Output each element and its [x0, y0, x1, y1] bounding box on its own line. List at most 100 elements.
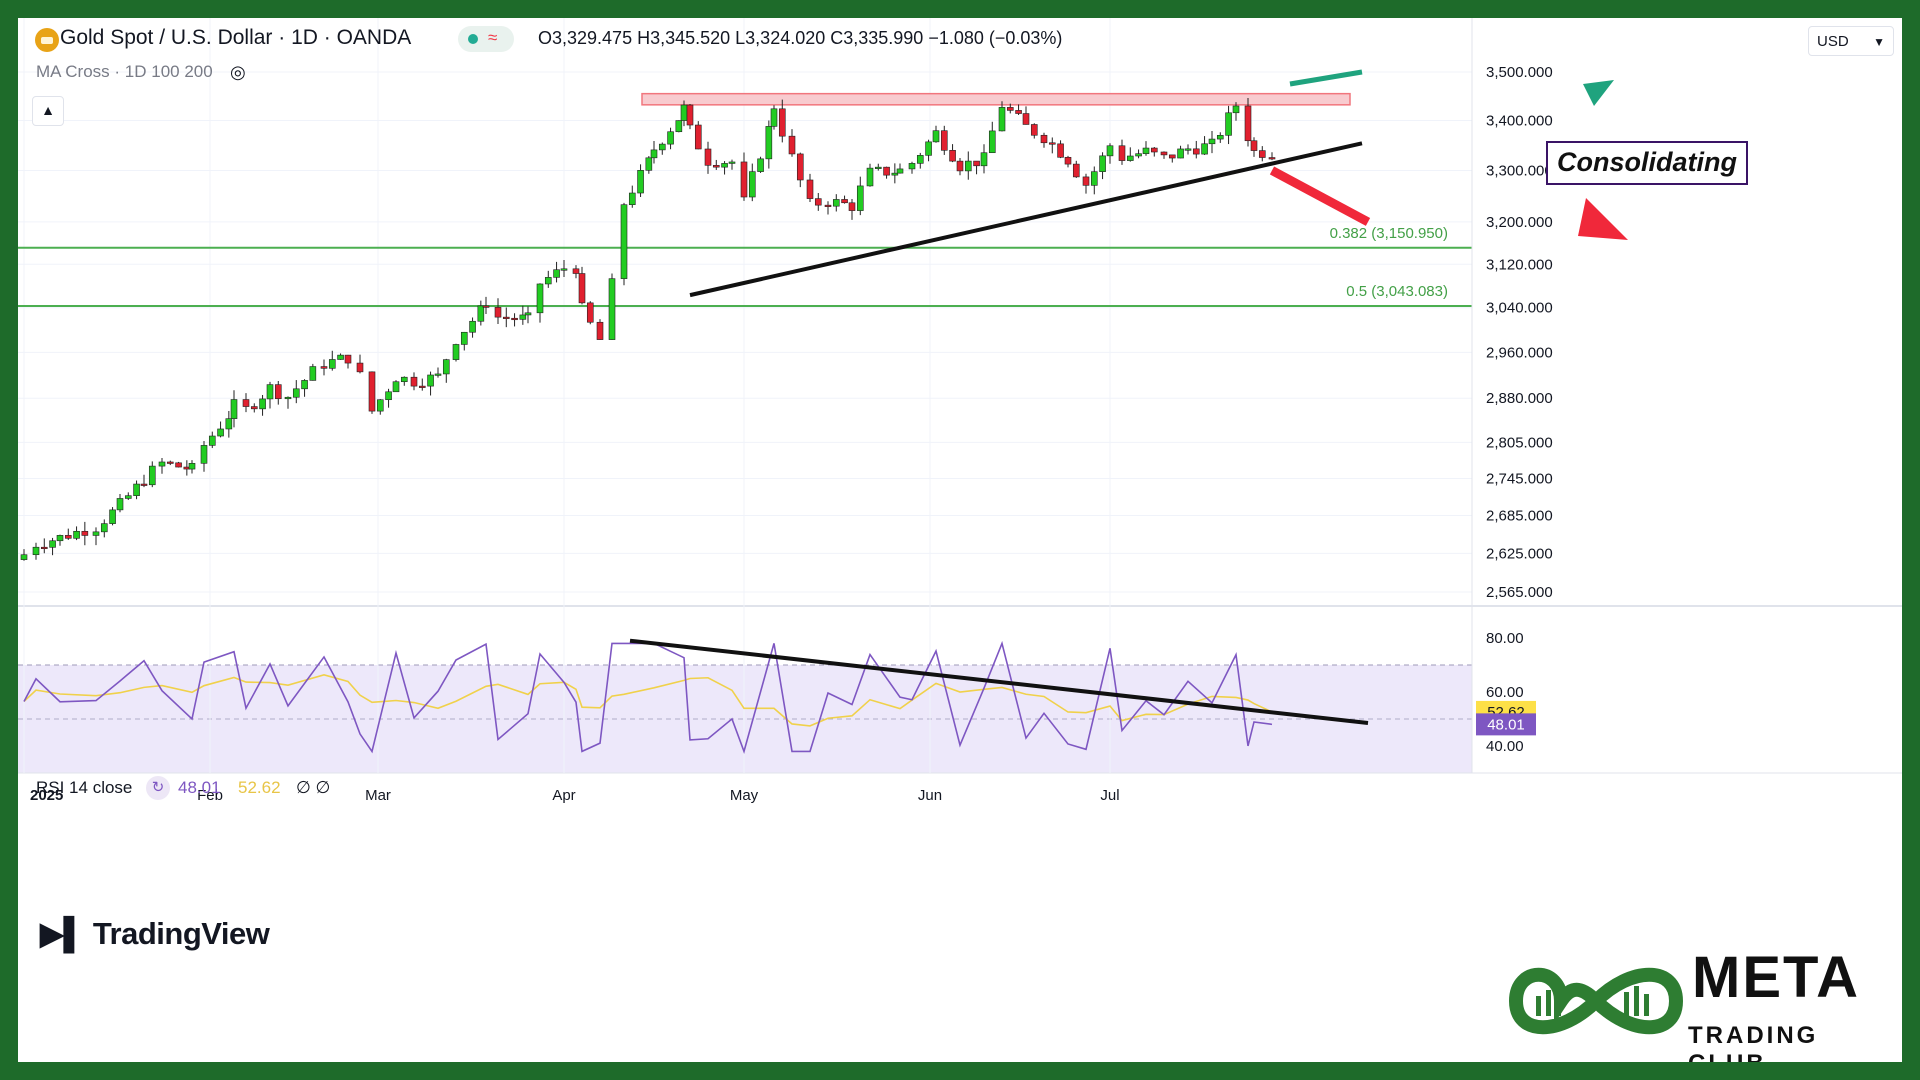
candle: [932, 125, 940, 143]
candle: [356, 354, 364, 374]
candle: [596, 319, 604, 340]
candle-body: [1022, 113, 1030, 125]
rsi-descending-trendline: [629, 638, 1369, 726]
y-tick-label: 3,300.000: [1486, 162, 1553, 179]
candle-body: [301, 380, 308, 390]
candle: [883, 166, 890, 179]
candle: [824, 201, 832, 215]
candle: [765, 120, 773, 169]
candle-body: [578, 273, 586, 304]
refresh-icon[interactable]: ↻: [146, 776, 170, 800]
candle: [217, 421, 224, 438]
candle-body: [1177, 148, 1184, 159]
candle: [721, 161, 728, 175]
candle-body: [586, 302, 594, 323]
candle-body: [1216, 135, 1224, 140]
rsi-title[interactable]: RSI 14 close: [36, 778, 133, 797]
candle: [166, 460, 174, 466]
candle: [1106, 143, 1114, 164]
x-tick-label: Apr: [552, 787, 575, 804]
candle-body: [637, 170, 644, 194]
indicator-ma-cross[interactable]: MA Cross · 1D 100 200: [36, 62, 213, 81]
candle-body: [524, 312, 532, 316]
candle-body: [140, 483, 148, 486]
candle: [788, 129, 796, 157]
chart-canvas[interactable]: 3,500.000 3,400.000 3,300.000 3,200.000 3,12…: [18, 18, 1902, 1062]
fib-0382-label: 0.382 (3,150.950): [1330, 225, 1448, 242]
wave-icon: ≈: [488, 28, 498, 47]
candle-body: [158, 461, 166, 467]
candle: [148, 461, 156, 488]
candle: [694, 121, 702, 150]
candle: [274, 381, 282, 405]
candle: [704, 141, 712, 174]
candle: [814, 193, 822, 211]
candle-body: [796, 153, 804, 181]
candle: [32, 542, 40, 560]
resistance-zone: [641, 92, 1351, 106]
candle-body: [1099, 155, 1106, 172]
price-pane: [18, 18, 1472, 608]
y-tick-label: 3,040.000: [1486, 300, 1553, 317]
candle-body: [376, 399, 384, 412]
candle-body: [1048, 142, 1056, 145]
rsi-ma-value: 52.62: [238, 778, 281, 797]
eye-hidden-icon[interactable]: ◎: [230, 62, 246, 82]
candle-body: [1250, 140, 1258, 151]
candle-body: [925, 141, 932, 156]
y-tick-label: 2,960.000: [1486, 344, 1553, 361]
candle-body: [712, 165, 720, 168]
candle: [998, 101, 1006, 132]
x-tick-label: Feb: [197, 787, 223, 804]
candle: [956, 158, 964, 176]
candle: [1072, 160, 1080, 178]
candle: [973, 160, 980, 175]
symbol-title[interactable]: Gold Spot / U.S. Dollar · 1D · OANDA: [60, 26, 412, 49]
candle-body: [56, 535, 64, 542]
candle-body: [1150, 147, 1158, 153]
candle: [740, 152, 748, 201]
candle-body: [1168, 154, 1176, 159]
candle: [536, 283, 544, 323]
candle: [225, 410, 233, 438]
candle-body: [1160, 151, 1168, 156]
candle: [320, 359, 328, 376]
meta-wordmark: META: [1692, 945, 1861, 1010]
candle: [1150, 147, 1158, 157]
candle: [266, 381, 274, 409]
candle-body: [519, 314, 527, 320]
candle: [1090, 166, 1098, 195]
y-tick-label: 3,120.000: [1486, 256, 1553, 273]
candle-body: [1006, 107, 1014, 111]
market-status-pill[interactable]: ≈: [458, 26, 514, 52]
candle-body: [1118, 145, 1126, 161]
candle: [49, 537, 56, 556]
candle: [544, 270, 552, 288]
candle: [284, 396, 292, 409]
candle-body: [200, 445, 208, 464]
candle: [140, 474, 148, 488]
candle-body: [553, 269, 560, 278]
candle: [874, 163, 882, 171]
candle-body: [748, 171, 756, 198]
candle-body: [1064, 156, 1072, 165]
rsi-empty-values: ∅ ∅: [296, 778, 331, 797]
candle-body: [704, 148, 712, 166]
candle: [940, 125, 948, 155]
candle-body: [477, 305, 485, 322]
candle-body: [410, 376, 418, 387]
candle-body: [544, 277, 552, 285]
candle-body: [883, 166, 890, 176]
candle: [175, 461, 182, 468]
candle-body: [511, 317, 518, 321]
candle-body: [502, 316, 510, 319]
candle-body: [274, 384, 282, 400]
candle: [200, 440, 208, 472]
candle-body: [596, 321, 604, 340]
candle-body: [1090, 171, 1098, 186]
y-tick-label: 2,685.000: [1486, 508, 1553, 525]
currency-select[interactable]: USD ▼: [1808, 26, 1894, 56]
chevron-up-icon[interactable]: ▲: [32, 96, 64, 126]
y-tick-label: 3,500.000: [1486, 64, 1553, 81]
candle-body: [1201, 143, 1208, 155]
